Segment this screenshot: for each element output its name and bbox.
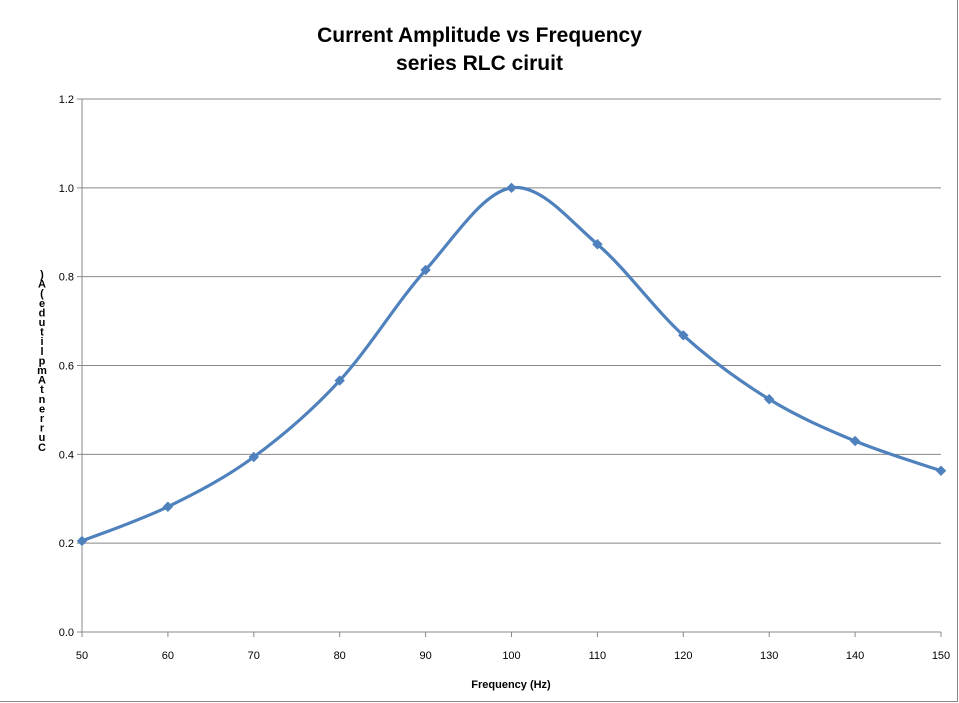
- x-tick-label: 90: [419, 650, 431, 662]
- x-tick-label: 60: [162, 650, 174, 662]
- chart-title-line-1: Current Amplitude vs Frequency: [317, 24, 642, 47]
- data-point: [592, 239, 603, 250]
- x-tick-label: 110: [589, 650, 607, 662]
- y-tick-label: 0.0: [59, 627, 74, 639]
- y-tick-label: 0.8: [59, 272, 74, 284]
- y-axis-title-glyph: C: [38, 442, 46, 454]
- x-tick-label: 100: [502, 650, 520, 662]
- x-tick-label: 120: [674, 650, 692, 662]
- data-point: [76, 535, 88, 547]
- ticks: 0.0 0.2 0.4 0.6 0.8 1.0 1.2 50 60 70 80 90 100 110 120…: [59, 94, 950, 662]
- y-axis-title-glyph: (: [40, 288, 44, 300]
- data-point: [248, 451, 260, 463]
- y-tick-label: 0.6: [59, 361, 74, 373]
- chart-title: Current Amplitude vs Frequency series RL…: [0, 22, 959, 78]
- chart-title-line-2: series RLC ciruit: [396, 52, 563, 75]
- y-axis-title-glyph: r: [40, 423, 45, 435]
- series-line: [80, 186, 943, 543]
- y-axis-title-glyph: A: [38, 375, 46, 387]
- data-point: [162, 501, 174, 512]
- y-tick-label: 1.0: [59, 183, 74, 195]
- y-axis-title-glyph: i: [40, 336, 43, 348]
- y-tick-label: 1.2: [59, 94, 74, 106]
- y-axis-title-glyph: t: [40, 384, 44, 396]
- data-point: [420, 264, 431, 276]
- y-axis-title-glyph: e: [39, 403, 45, 415]
- data-point: [935, 465, 947, 476]
- x-axis-title: Frequency (Hz): [471, 679, 551, 691]
- y-axis-title-glyph: e: [39, 298, 45, 310]
- y-axis-title-glyph: l: [40, 346, 43, 358]
- x-tick-label: 70: [248, 650, 260, 662]
- data-point: [678, 330, 689, 341]
- y-axis-title-glyph: t: [40, 327, 44, 339]
- y-axis-title-glyph: m: [37, 365, 47, 377]
- data-point: [506, 182, 517, 194]
- y-tick-label: 0.2: [59, 538, 74, 550]
- y-axis-title-glyph: u: [39, 317, 46, 329]
- data-point: [334, 375, 345, 386]
- x-tick-label: 50: [76, 650, 88, 662]
- y-tick-label: 0.4: [59, 449, 74, 461]
- x-tick-label: 80: [334, 650, 346, 662]
- x-tick-label: 140: [846, 650, 864, 662]
- data-point: [763, 394, 775, 405]
- y-axis-title-glyph: r: [40, 413, 45, 425]
- y-axis-title-glyph: n: [39, 394, 46, 406]
- x-tick-label: 150: [932, 650, 950, 662]
- y-axis-title-glyph: d: [39, 307, 46, 319]
- series-layer: [76, 182, 947, 547]
- y-axis-title-glyph: u: [39, 432, 46, 444]
- y-axis-title-glyph: p: [39, 355, 46, 367]
- y-axis-title-glyph: A: [38, 279, 46, 291]
- data-point: [849, 435, 861, 447]
- gridlines: [82, 98, 941, 544]
- y-axis-title-glyph: ): [40, 269, 44, 281]
- x-tick-label: 130: [760, 650, 778, 662]
